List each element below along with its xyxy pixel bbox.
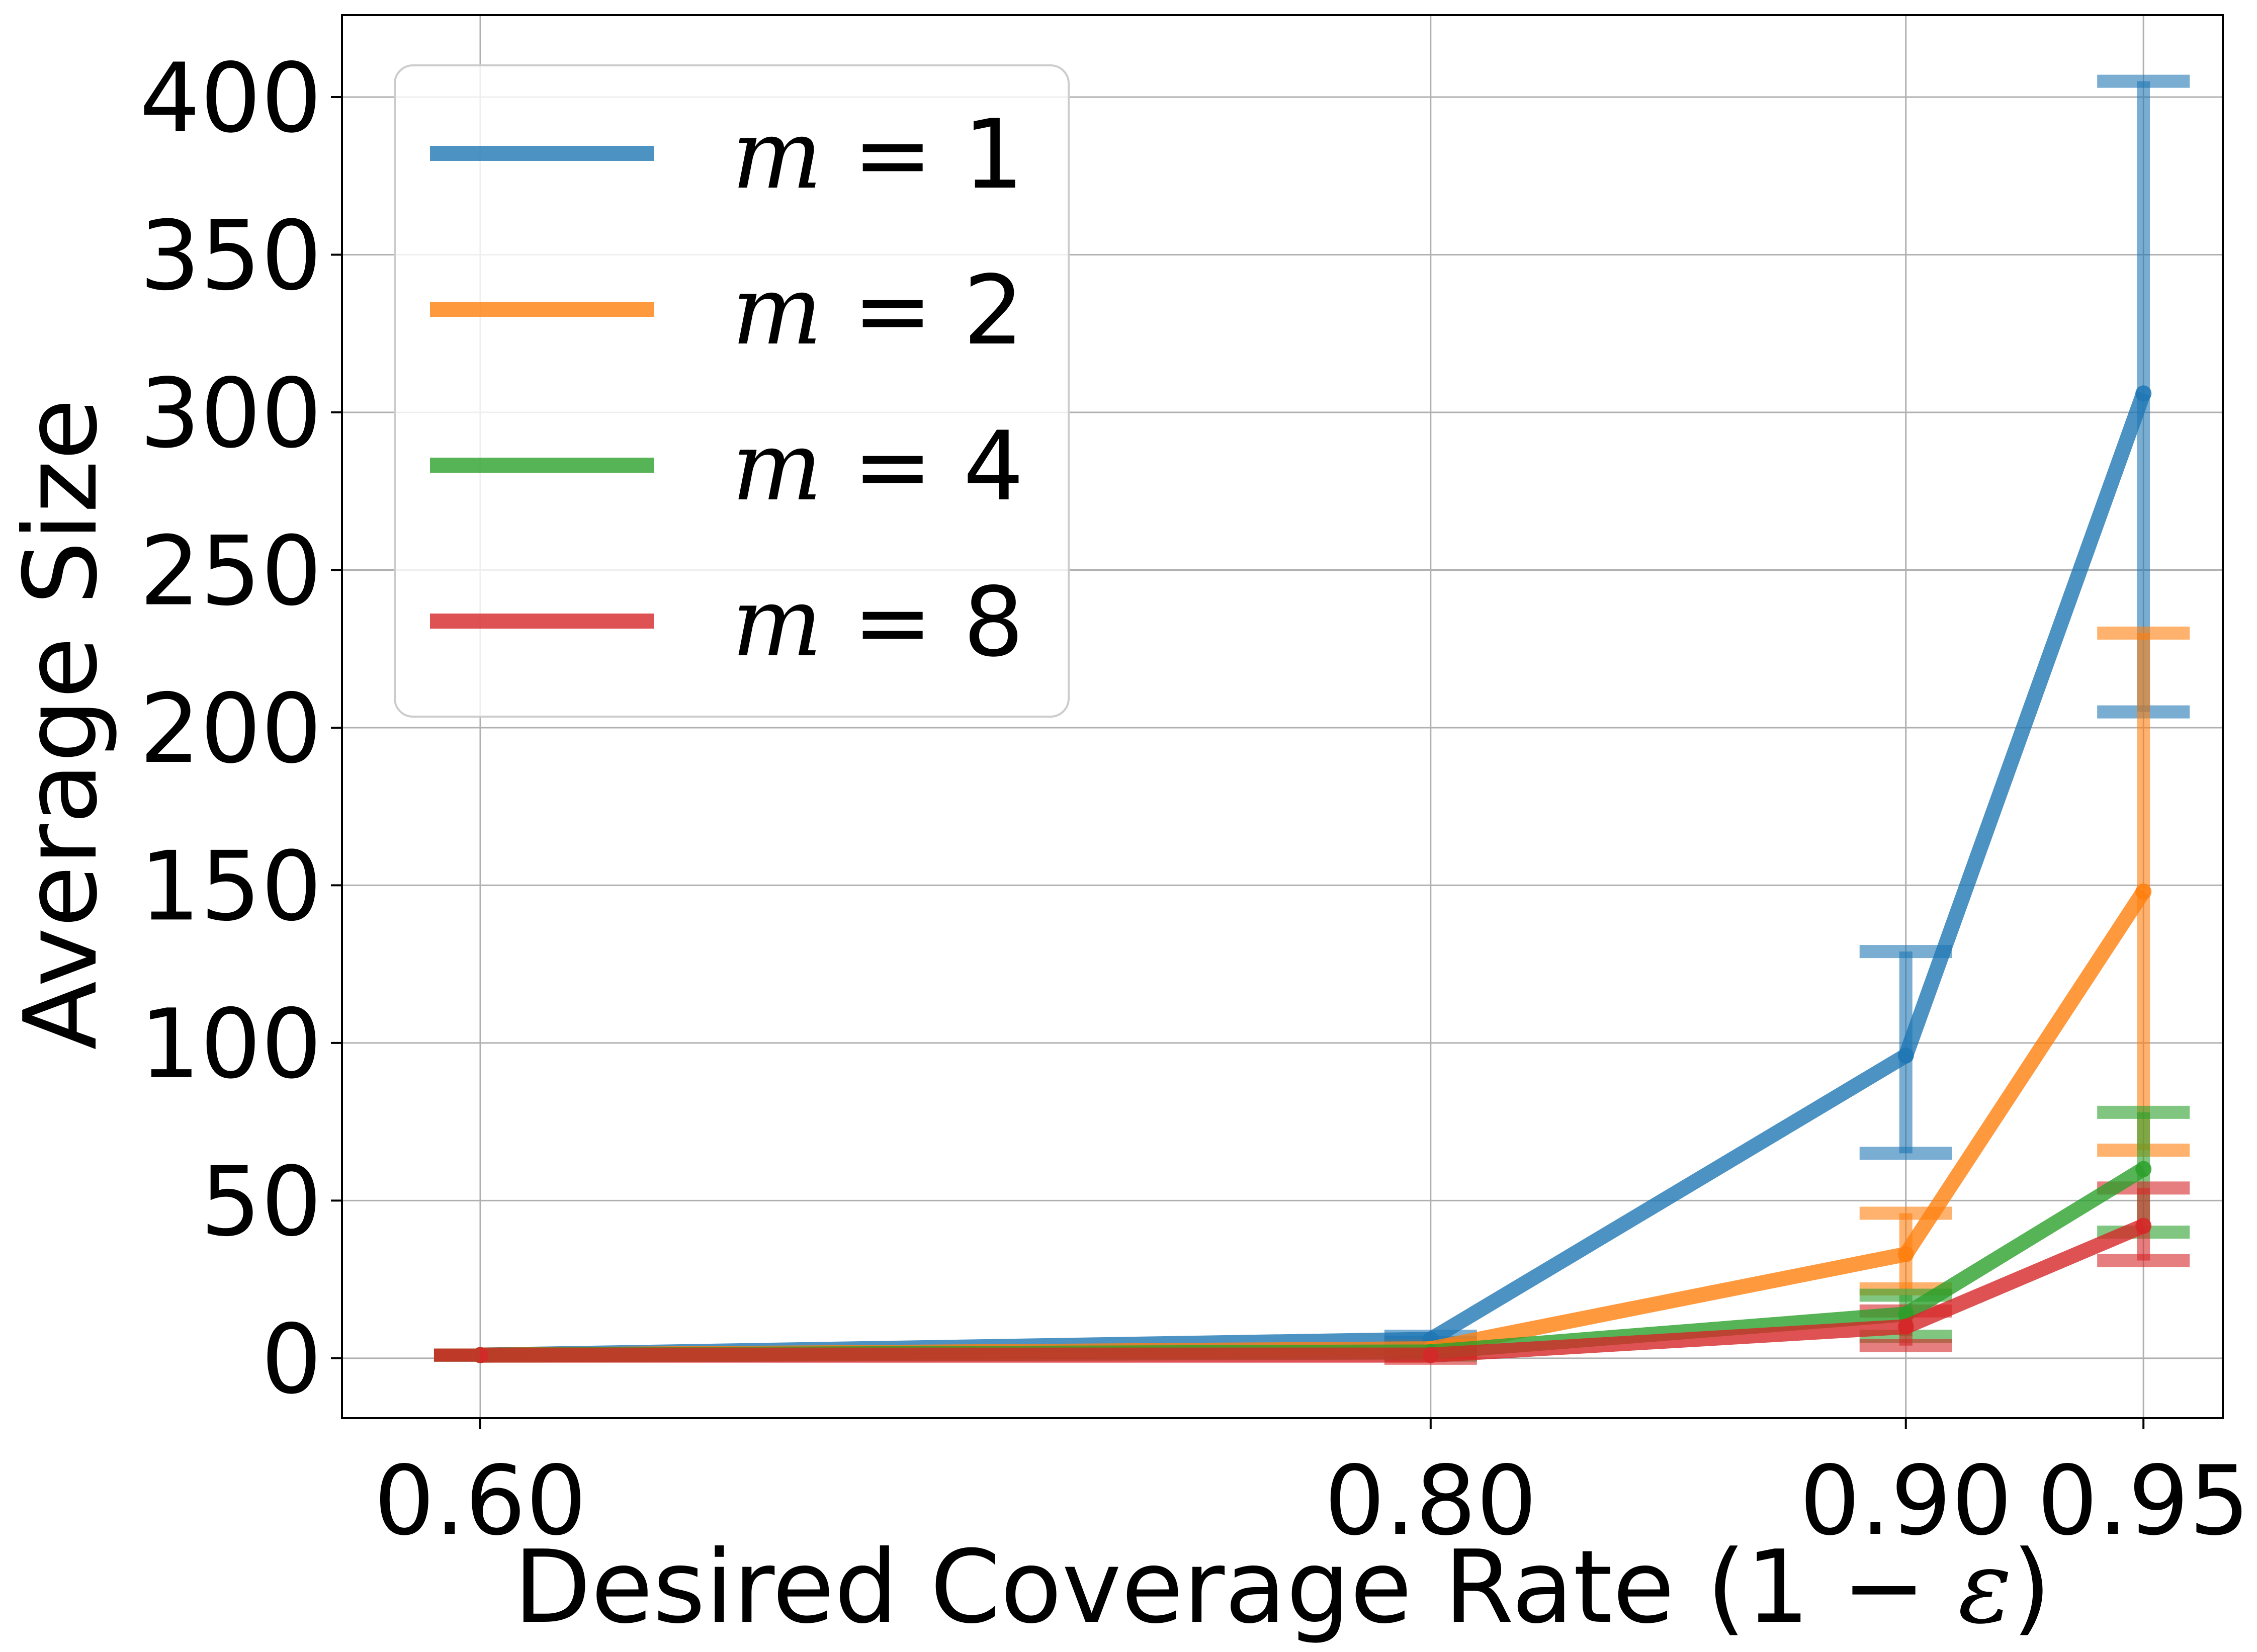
y-tick-label: 50 [200, 1146, 322, 1257]
data-point [1897, 1047, 1914, 1064]
x-tick-labels: 0.60 0.80 0.90 0.95 [374, 1418, 2250, 1556]
legend-frame [394, 64, 1070, 718]
y-tick-label: 250 [139, 515, 322, 627]
y-tick-label: 0 [261, 1304, 322, 1415]
y-tick-label: 100 [139, 989, 322, 1100]
legend-items: m = 1 m = 2 m = 4 m = 8 [430, 99, 1024, 678]
y-tick-labels: 0 50 100 150 200 250 300 350 400 [139, 43, 342, 1415]
legend-label: m = 1 [732, 99, 1024, 210]
data-point [1897, 1246, 1914, 1262]
data-point [2135, 1161, 2152, 1177]
legend: m = 1 m = 2 m = 4 m = 8 [394, 64, 1070, 718]
y-tick-label: 200 [139, 673, 322, 785]
y-axis-title: Average Size [3, 398, 120, 1050]
y-tick-label: 400 [139, 43, 322, 154]
y-tick-label: 350 [139, 200, 322, 311]
data-point [472, 1347, 488, 1363]
series-lines [472, 385, 2152, 1363]
series-line [480, 1219, 2147, 1363]
legend-label: m = 2 [732, 255, 1024, 366]
legend-label: m = 8 [732, 567, 1024, 678]
plot-area-frame [341, 14, 2224, 1419]
x-axis-title: Desired Coverage Rate (1 − ε) [513, 1529, 2051, 1646]
data-point [2135, 883, 2152, 900]
y-tick-label: 150 [139, 831, 322, 942]
legend-label: m = 4 [732, 411, 1024, 522]
x-tick-label: 0.95 [2037, 1445, 2250, 1556]
data-point [1422, 1347, 1439, 1363]
data-point [2135, 1218, 2152, 1234]
data-point [1897, 1319, 1914, 1335]
y-tick-label: 300 [139, 358, 322, 469]
x-tick-label: 0.90 [1799, 1445, 2012, 1556]
data-point [2135, 385, 2152, 402]
x-tick-label: 0.80 [1324, 1445, 1537, 1556]
x-tick-label: 0.60 [374, 1445, 586, 1556]
